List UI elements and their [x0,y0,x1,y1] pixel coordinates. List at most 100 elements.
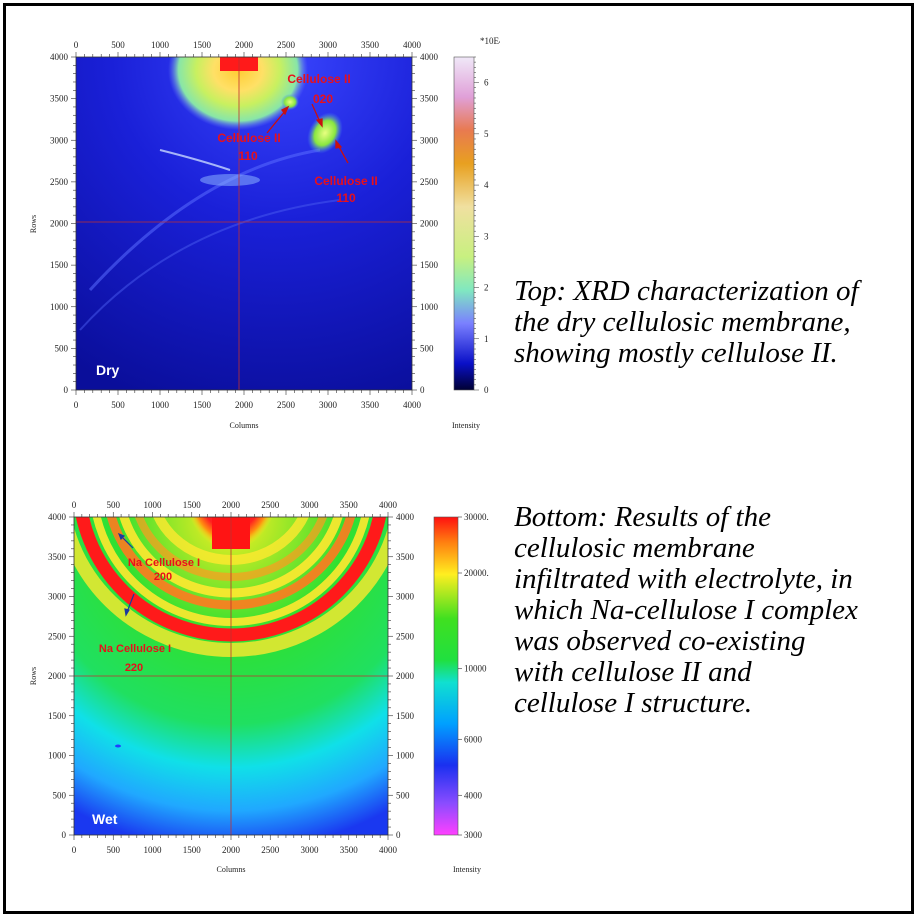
y-tick-label: 2500 [48,631,67,641]
top-caption-line: showing mostly cellulose II. [514,337,838,369]
y-tick-label-right: 3000 [396,592,415,602]
dry-annotation-3-line-1: Cellulose II [314,174,377,188]
dry-corner-label: Dry [96,362,120,378]
x-tick-label: 2500 [261,845,280,855]
y-tick-label: 3000 [48,592,67,602]
y-tick-label: 0 [64,385,69,395]
wet-x-axis-title: Columns [217,865,246,874]
wet-annotation-2-line-1: Na Cellulose I [99,643,171,655]
x-tick-label: 2000 [222,845,241,855]
x-tick-label: 1500 [183,845,202,855]
y-tick-label: 3500 [48,552,67,562]
dry-annotation-1-line-1: Cellulose II [287,72,350,86]
x-tick-label-top: 2000 [222,500,241,510]
bottom-caption-line: cellulose I structure. [514,687,753,719]
dry-x-ticks-bottom: 0 500 1000 1500 2000 2500 3000 3500 4000 [74,390,422,410]
y-tick-label: 1500 [48,711,67,721]
y-tick-label-right: 2000 [420,219,439,229]
colorbar-tick-label: 20000. [464,568,489,578]
x-tick-label: 500 [107,845,121,855]
dry-colorbar-title: Intensity [452,421,480,430]
x-tick-label: 1500 [193,400,212,410]
x-tick-label-top: 4000 [379,500,398,510]
x-tick-label-top: 4000 [403,40,422,50]
wet-y-axis-title: Rows [29,667,38,685]
colorbar-tick-label: 6000 [464,734,483,744]
x-tick-label-top: 3500 [361,40,380,50]
colorbar-tick-label: 6 [484,78,489,88]
y-tick-label-right: 4000 [420,52,439,62]
bottom-caption-line: was observed co-existing [514,625,806,657]
x-tick-label: 2500 [277,400,296,410]
colorbar-tick-label: 10000 [464,664,487,674]
x-tick-label: 4000 [403,400,422,410]
y-tick-label-right: 3000 [420,135,439,145]
x-tick-label-top: 3000 [301,500,320,510]
colorbar-tick-label: 4 [484,180,489,190]
top-caption-line: Top: XRD characterization of [514,275,859,307]
colorbar-tick-label: 4000 [464,790,483,800]
y-tick-label-right: 500 [420,343,434,353]
wet-xrd-panel: Na Cellulose I 200 Na Cellulose I 220 We… [29,500,489,874]
y-tick-label-right: 0 [396,830,401,840]
colorbar-tick-label: 3 [484,231,489,241]
dry-annotation-1-line-2: 020 [313,92,333,106]
bottom-caption-line: cellulosic membrane [514,532,755,564]
dry-annotation-3-line-2: 110 [336,191,356,205]
x-tick-label-top: 1500 [193,40,212,50]
wet-colorbar-ticks: 30000. 20000. 10000 6000 4000 3000 [458,512,489,840]
dry-y-axis-title: Rows [29,215,38,233]
wet-colorbar [433,516,459,836]
y-tick-label-right: 1500 [396,711,415,721]
y-tick-label: 3000 [50,135,69,145]
y-tick-label: 2500 [50,177,69,187]
wet-annotation-1-line-1: Na Cellulose I [128,557,200,569]
dry-annotation-2-line-1: Cellulose II [217,131,280,145]
x-tick-label-top: 2500 [261,500,280,510]
colorbar-tick-label: 30000. [464,512,489,522]
y-tick-label: 0 [62,830,67,840]
dry-annotation-2-line-2: 110 [238,149,258,163]
x-tick-label: 3500 [361,400,380,410]
bottom-caption: Bottom: Results of the cellulosic membra… [514,502,909,719]
bottom-caption-line: with cellulose II and [514,656,752,688]
top-caption-line: the dry cellulosic membrane, [514,306,851,338]
y-tick-label: 2000 [48,671,67,681]
x-tick-label: 0 [72,845,77,855]
bottom-caption-line: Bottom: Results of the [514,501,771,533]
dry-x-ticks-top: 0 500 1000 1500 2000 2500 3000 3500 4000 [74,40,422,57]
x-tick-label-top: 1000 [144,500,163,510]
colorbar-tick-label: 3000 [464,830,483,840]
y-tick-label: 3500 [50,94,69,104]
wet-x-ticks-bottom: 0 500 1000 1500 2000 2500 3000 3500 4000 [72,835,398,855]
colorbar-tick-label: 5 [484,129,489,139]
x-tick-label: 4000 [379,845,398,855]
y-tick-label-right: 1500 [420,260,439,270]
dry-x-axis-title: Columns [230,421,259,430]
dry-xrd-panel: Cellulose II 020 Cellulose II 110 Cellul… [29,36,500,430]
x-tick-label-top: 3500 [340,500,359,510]
wet-colorbar-title: Intensity [453,865,481,874]
y-tick-label-right: 3500 [420,94,439,104]
wet-y-ticks-right: 0 500 1000 1500 2000 2500 3000 3500 4000 [388,512,415,840]
y-tick-label: 1500 [50,260,69,270]
x-tick-label: 3000 [301,845,320,855]
x-tick-label: 500 [111,400,125,410]
y-tick-label: 500 [53,790,67,800]
x-tick-label-top: 2000 [235,40,254,50]
y-tick-label-right: 1000 [396,751,415,761]
wet-annotation-1-line-2: 200 [154,571,172,583]
y-tick-label-right: 500 [396,790,410,800]
x-tick-label: 3500 [340,845,359,855]
y-tick-label-right: 4000 [396,512,415,522]
x-tick-label: 2000 [235,400,254,410]
colorbar-tick-label: 2 [484,283,489,293]
dry-y-ticks-right: 0 500 1000 1500 2000 2500 3000 3500 4000 [412,52,439,395]
wet-annotation-2-line-2: 220 [125,662,143,674]
y-tick-label: 1000 [48,751,67,761]
y-tick-label: 4000 [50,52,69,62]
y-tick-label: 500 [55,343,69,353]
y-tick-label-right: 1000 [420,302,439,312]
x-tick-label-top: 1000 [151,40,170,50]
x-tick-label: 3000 [319,400,338,410]
